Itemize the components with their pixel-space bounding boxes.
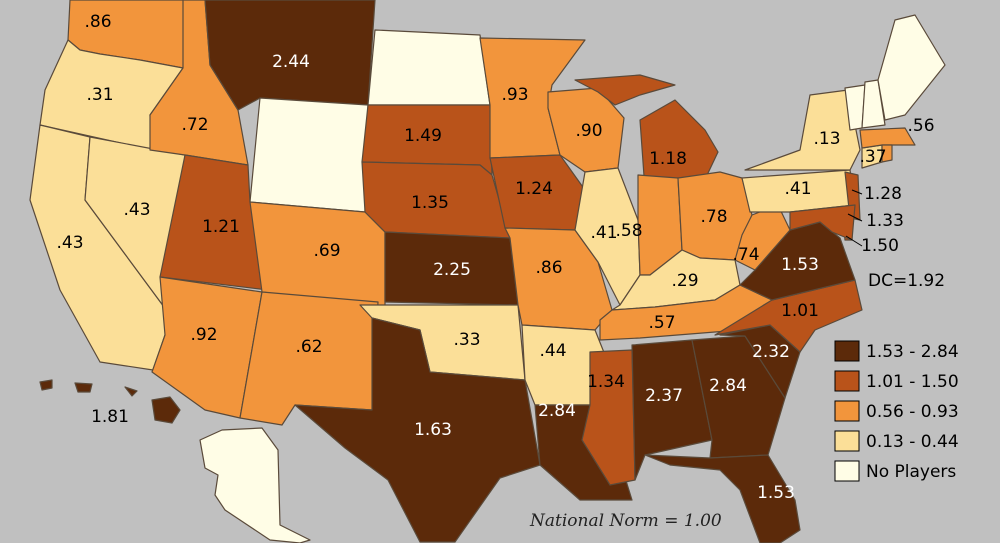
value-label-fl: 1.53	[757, 483, 795, 503]
state-al	[631, 339, 713, 481]
value-label-la: 2.84	[538, 401, 576, 421]
state-value-labels: .86 .31 .43 .43 .72 2.44 1.21 .92 .69 .62 1.49 1.35…	[56, 12, 934, 503]
state-wy	[249, 97, 369, 213]
value-label-il: .41	[590, 223, 617, 243]
value-label-wi: .90	[575, 121, 602, 141]
value-label-ne: 1.35	[411, 193, 449, 213]
state-me	[877, 14, 946, 121]
state-ma	[859, 127, 916, 149]
value-label-ny: .13	[813, 129, 840, 149]
dc-value-label: DC=1.92	[868, 271, 945, 291]
value-label-ia: 1.24	[515, 179, 553, 199]
legend-label-rust: 1.01 - 1.50	[866, 372, 959, 392]
value-label-mi: 1.18	[649, 149, 687, 169]
value-label-pa: .41	[784, 179, 811, 199]
state-ri	[881, 144, 893, 163]
state-ak	[199, 427, 311, 543]
value-label-in: .58	[615, 221, 642, 241]
value-label-tn: .57	[648, 313, 675, 333]
value-label-md: 1.50	[861, 236, 899, 256]
legend-swatch-light	[834, 430, 860, 452]
value-label-wv: .74	[732, 245, 759, 265]
value-label-tx: 1.63	[414, 420, 452, 440]
value-label-oh: .78	[700, 207, 727, 227]
value-label-sc: 2.32	[752, 342, 790, 362]
value-label-or: .31	[86, 85, 113, 105]
value-label-nj: 1.28	[864, 184, 902, 204]
value-label-sd: 1.49	[404, 126, 442, 146]
value-label-hi: 1.81	[91, 407, 129, 427]
legend-label-light: 0.13 - 0.44	[866, 432, 959, 452]
legend-swatch-none	[834, 460, 860, 482]
value-label-al: 2.37	[645, 386, 683, 406]
legend-swatch-orange	[834, 400, 860, 422]
label-leader-lines	[845, 189, 863, 247]
value-label-nv: .43	[123, 200, 150, 220]
value-label-ut: 1.21	[202, 217, 240, 237]
state-nh	[861, 79, 886, 129]
value-label-ct: .37	[859, 147, 886, 167]
value-label-de: 1.33	[866, 211, 904, 231]
state-nd	[367, 29, 491, 106]
legend-label-orange: 0.56 - 0.93	[866, 402, 959, 422]
value-label-ar: .44	[539, 341, 566, 361]
state-tx	[294, 317, 541, 543]
state-hi	[39, 379, 181, 424]
state-md	[789, 204, 856, 241]
legend-label-dark: 1.53 - 2.84	[866, 342, 959, 362]
value-label-mn: .93	[501, 85, 528, 105]
value-label-az: .92	[190, 325, 217, 345]
value-label-nc: 1.01	[781, 301, 819, 321]
value-label-ok: .33	[453, 330, 480, 350]
value-label-ms: 1.34	[587, 372, 625, 392]
value-label-ks: 2.25	[433, 260, 471, 280]
value-label-id: .72	[181, 115, 208, 135]
legend: 1.53 - 2.84 1.01 - 1.50 0.56 - 0.93 0.13 - …	[834, 340, 959, 482]
value-label-ca: .43	[56, 233, 83, 253]
value-label-co: .69	[313, 241, 340, 261]
value-label-mo: .86	[535, 258, 562, 278]
states-layer	[29, 0, 946, 543]
value-label-wa: .86	[84, 12, 111, 32]
value-label-nm: .62	[295, 337, 322, 357]
value-label-ga: 2.84	[709, 376, 747, 396]
value-label-va: 1.53	[781, 255, 819, 275]
state-ny	[744, 89, 861, 171]
value-label-mt: 2.44	[272, 52, 310, 72]
state-nm	[239, 291, 379, 426]
legend-swatch-dark	[834, 340, 860, 362]
legend-label-none: No Players	[866, 462, 956, 482]
value-label-ma: .56	[907, 116, 934, 136]
value-label-ky: .29	[671, 271, 698, 291]
national-norm-note: National Norm = 1.00	[529, 511, 722, 531]
legend-swatch-rust	[834, 370, 860, 392]
state-fl	[644, 454, 801, 543]
